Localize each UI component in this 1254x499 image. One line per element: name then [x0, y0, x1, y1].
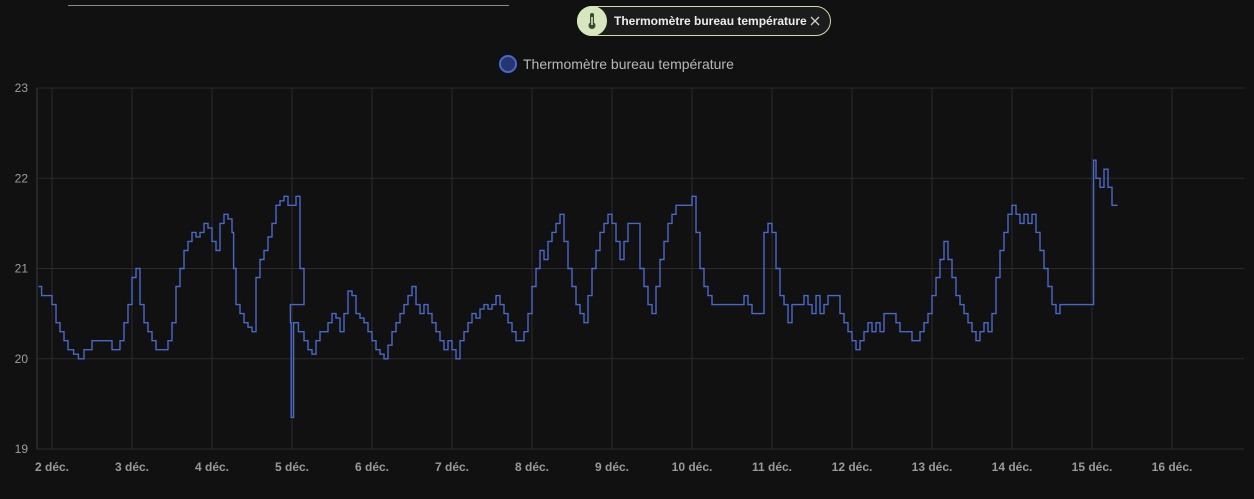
x-tick-label: 16 déc.	[1152, 460, 1193, 474]
x-tick-label: 3 déc.	[115, 460, 149, 474]
y-tick-label: 20	[15, 352, 29, 366]
x-tick-label: 4 déc.	[195, 460, 229, 474]
x-tick-label: 7 déc.	[435, 460, 469, 474]
y-tick-label: 19	[15, 442, 29, 456]
close-icon[interactable]	[810, 16, 820, 26]
y-tick-label: 23	[15, 81, 29, 95]
y-tick-label: 21	[15, 262, 29, 276]
chip-label: Thermomètre bureau température	[614, 14, 807, 28]
entity-filter-chip[interactable]: Thermomètre bureau température	[577, 6, 831, 36]
x-tick-label: 8 déc.	[515, 460, 549, 474]
x-tick-label: 12 déc.	[832, 460, 873, 474]
x-tick-label: 14 déc.	[992, 460, 1033, 474]
x-tick-label: 9 déc.	[595, 460, 629, 474]
top-divider	[68, 5, 509, 6]
x-tick-label: 13 déc.	[912, 460, 953, 474]
series-line	[38, 159, 1118, 419]
y-tick-label: 22	[15, 171, 29, 185]
legend-swatch	[499, 55, 517, 73]
thermometer-icon	[577, 6, 607, 36]
x-tick-label: 5 déc.	[275, 460, 309, 474]
x-tick-label: 6 déc.	[355, 460, 389, 474]
x-tick-label: 11 déc.	[752, 460, 792, 474]
legend-label: Thermomètre bureau température	[523, 56, 734, 72]
x-tick-label: 2 déc.	[35, 460, 69, 474]
x-tick-label: 10 déc.	[672, 460, 713, 474]
x-tick-label: 15 déc.	[1072, 460, 1113, 474]
chart-legend-item[interactable]: Thermomètre bureau température	[499, 54, 734, 74]
